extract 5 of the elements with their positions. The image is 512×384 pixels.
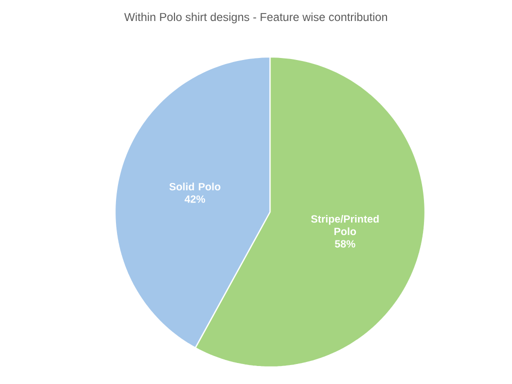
- data-label: 42%: [184, 195, 206, 203]
- slice-label: Stripe/Printed Polo: [311, 214, 379, 236]
- slice-label: Solid Polo: [169, 182, 220, 190]
- chart-title: Within Polo shirt designs - Feature wise contribution: [124, 12, 388, 24]
- data-label: 58%: [334, 240, 356, 248]
